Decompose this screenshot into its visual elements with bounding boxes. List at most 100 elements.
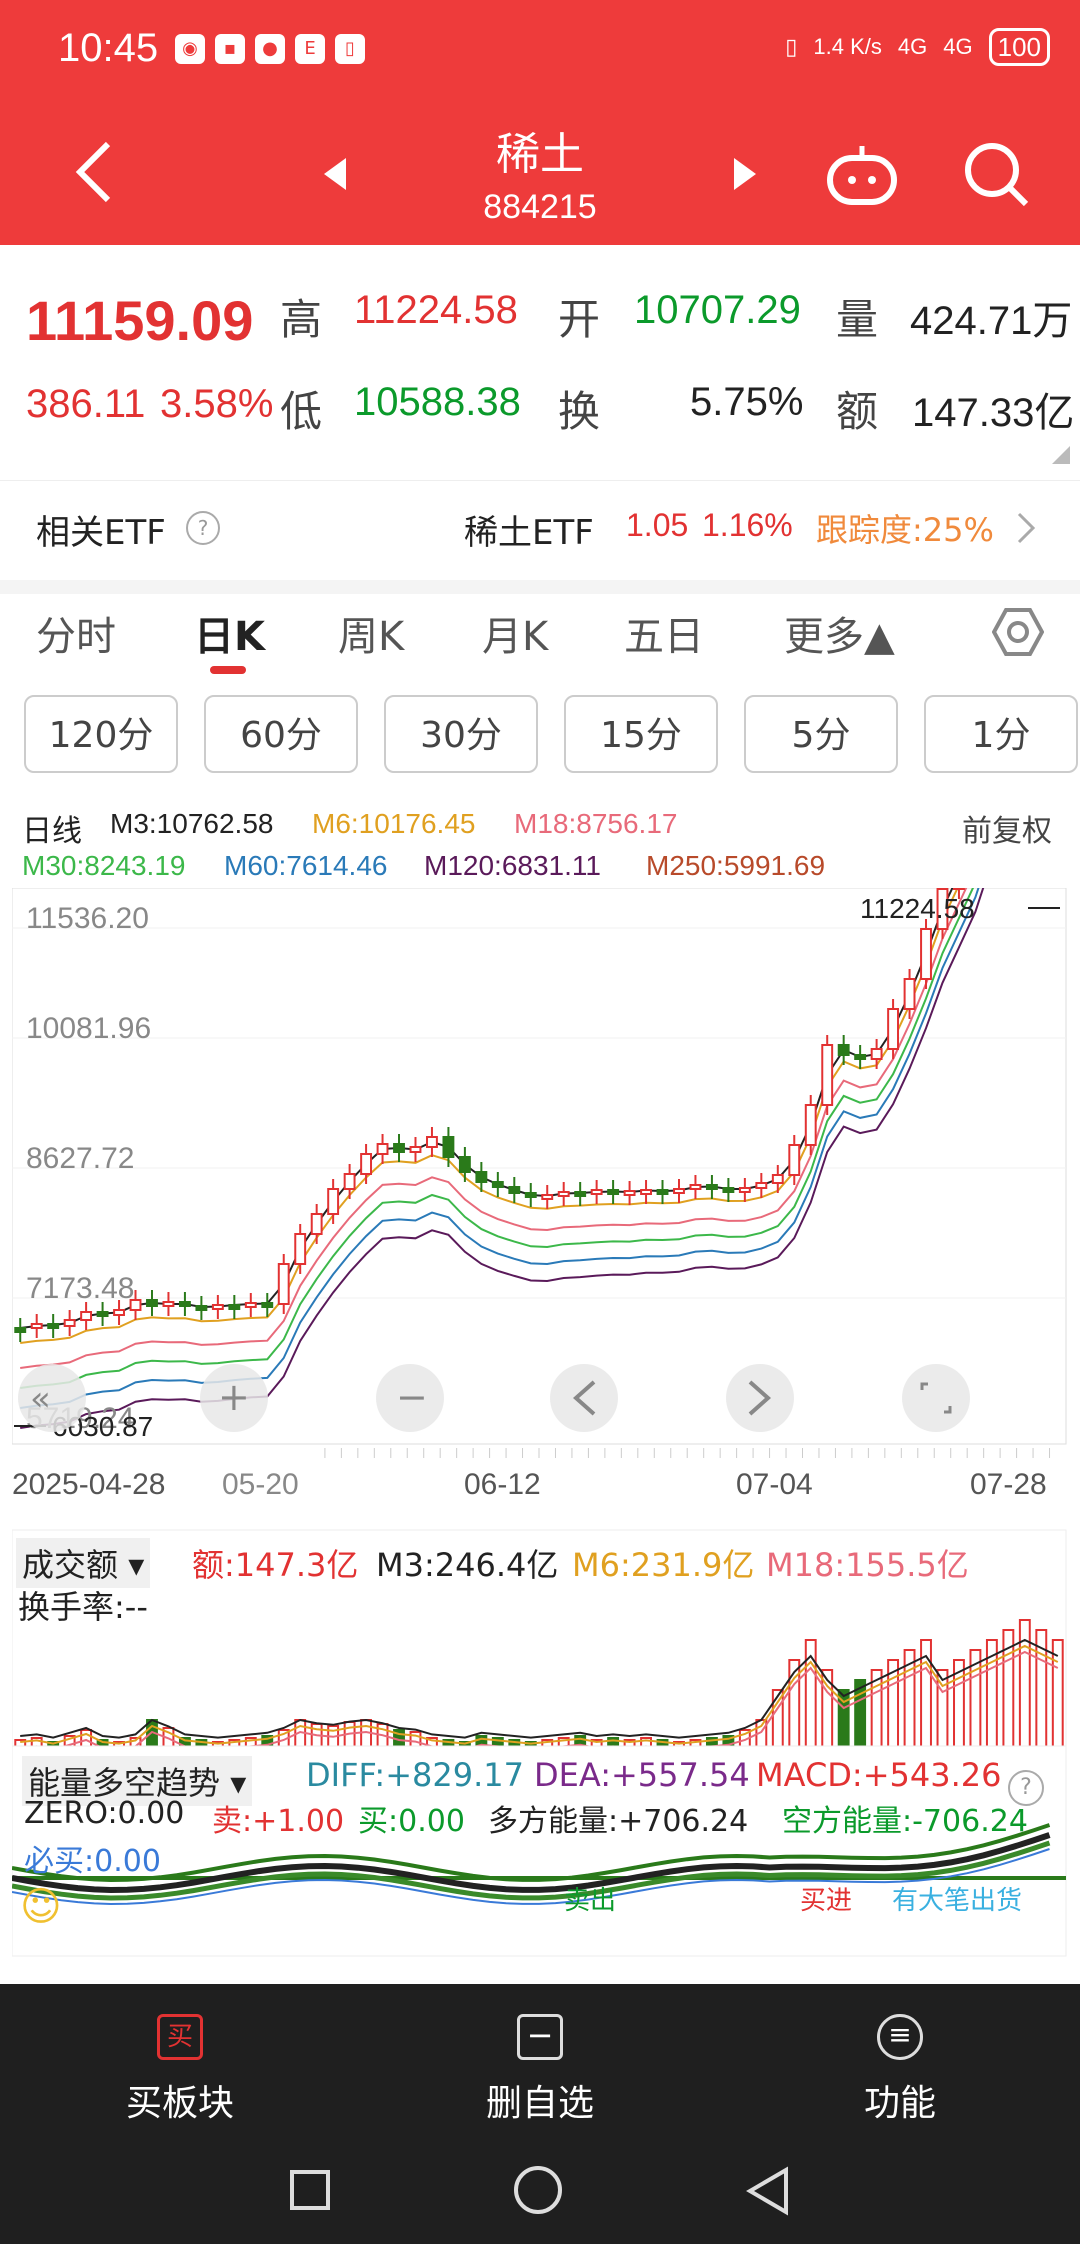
section-divider [0,580,1080,594]
candle [640,1189,652,1195]
page-title: 稀土 [496,129,584,180]
volume-m18: M18:155.5亿 [766,1546,969,1584]
amount-label: 额 [836,387,879,436]
tab-daily[interactable]: 日K [194,614,265,660]
candle [458,1156,471,1173]
stock-chart[interactable]: 11536.20 10081.96 8627.72 7173.48 5719.2… [12,888,1068,1968]
ma3-label: M3:10762.58 [110,808,274,839]
robot-icon[interactable] [826,140,898,206]
macd-line [12,1823,1051,1883]
buy-icon: 买 [157,2014,203,2060]
ma30-label: M30:8243.19 [22,850,186,881]
settings-icon[interactable] [992,606,1044,658]
period-1min[interactable]: 1分 [924,695,1078,773]
period-60min[interactable]: 60分 [204,695,358,773]
vibrate-icon: ▯ [785,34,798,59]
y-axis-label: 7173.48 [26,1272,134,1305]
zoom-out-icon[interactable]: − [376,1364,444,1432]
macd-panel [12,1745,1067,1957]
y-axis-label: 8627.72 [26,1142,134,1175]
turnover-rate: 换手率:-- [18,1588,148,1626]
x-axis-label: 07-28 [970,1468,1047,1501]
help-icon[interactable]: ? [186,511,220,545]
related-etf-row[interactable]: 相关ETF ? 稀土ETF 1.05 1.16% 跟踪度:25% [0,480,1080,581]
macd-line [12,1840,1051,1901]
tab-weekly[interactable]: 周K [338,614,405,660]
tab-monthly[interactable]: 月K [482,614,549,660]
candle [508,1186,521,1194]
candle [887,1008,900,1050]
x-axis-label: 07-04 [736,1468,813,1501]
scroll-left-icon[interactable] [550,1364,618,1432]
volume-ma-line [20,1644,1059,1745]
volume-bar [771,1689,784,1751]
zoom-in-icon[interactable]: + [200,1364,268,1432]
candle [261,1302,274,1308]
expand-corner-icon[interactable] [1052,446,1070,464]
tab-five-day[interactable]: 五日 [624,614,704,660]
candle [244,1302,257,1308]
candle [837,1044,850,1056]
volume-m3: M3:246.4亿 [376,1546,559,1584]
candle [673,1188,685,1194]
candle [80,1311,93,1321]
period-15min[interactable]: 15分 [564,695,718,773]
delete-watchlist-button[interactable]: − 删自选 [440,2014,640,2126]
candle [376,1143,389,1155]
candle [30,1323,43,1329]
help-icon[interactable]: ? [1008,1770,1044,1806]
moving-average-line [20,888,980,1409]
volume-label: 量 [836,295,879,344]
candle [541,1194,554,1200]
high-value: 11224.58 [354,288,518,332]
period-5min[interactable]: 5分 [744,695,898,773]
etf-tracking: 跟踪度:25% [816,511,994,549]
prev-stock-icon[interactable] [320,156,348,192]
ma250-label: M250:5991.69 [646,850,826,881]
scroll-right-icon[interactable] [726,1364,794,1432]
volume-indicator-select[interactable]: 成交额 ▾ [16,1538,151,1588]
ma120-label: M120:6831.11 [424,850,601,881]
candle [854,1054,867,1060]
function-button[interactable]: ≡ 功能 [800,2014,1000,2126]
fullscreen-icon[interactable] [902,1364,970,1432]
macd-indicator-select[interactable]: 能量多空趋势 ▾ [22,1756,253,1806]
delete-watchlist-label: 删自选 [485,2083,594,2124]
candle [343,1173,356,1190]
candle [491,1181,504,1188]
y-axis-label: 11536.20 [26,902,149,935]
app-icon: ▪ [215,34,245,64]
candle [788,1144,801,1176]
back-icon[interactable] [72,140,116,204]
moving-average-line [20,888,975,1389]
kline-area [12,888,1067,1445]
macd-diff: DIFF:+829.17 [306,1756,524,1794]
app-icon: ▯ [335,34,365,64]
volume-indicator-label: 成交额 [22,1546,119,1584]
back-nav-icon[interactable] [744,2166,792,2216]
tab-more[interactable]: 更多▲ [784,614,895,660]
period-120min[interactable]: 120分 [24,695,178,773]
adjust-mode[interactable]: 前复权 [962,815,1052,848]
minus-icon: − [517,2014,563,2060]
recent-apps-icon[interactable] [290,2170,330,2210]
candle [277,1263,290,1305]
period-30min[interactable]: 30分 [384,695,538,773]
buy-sector-button[interactable]: 买 买板块 [80,2014,280,2126]
tab-intraday[interactable]: 分时 [36,614,116,660]
search-icon[interactable] [962,140,1030,208]
chevron-right-icon [1017,512,1036,544]
candle [903,978,916,1010]
candle [475,1171,488,1183]
candle [294,1233,307,1265]
rewind-icon[interactable]: « [18,1364,86,1432]
candle [178,1301,191,1307]
next-stock-icon[interactable] [732,156,760,192]
candle [821,1044,834,1106]
x-axis-label: 2025-04-28 [12,1468,165,1501]
buy-sector-label: 买板块 [125,2083,234,2124]
candle [426,1136,438,1148]
home-icon[interactable] [514,2166,562,2214]
moving-average-line [20,888,954,1329]
candle [755,1182,768,1189]
